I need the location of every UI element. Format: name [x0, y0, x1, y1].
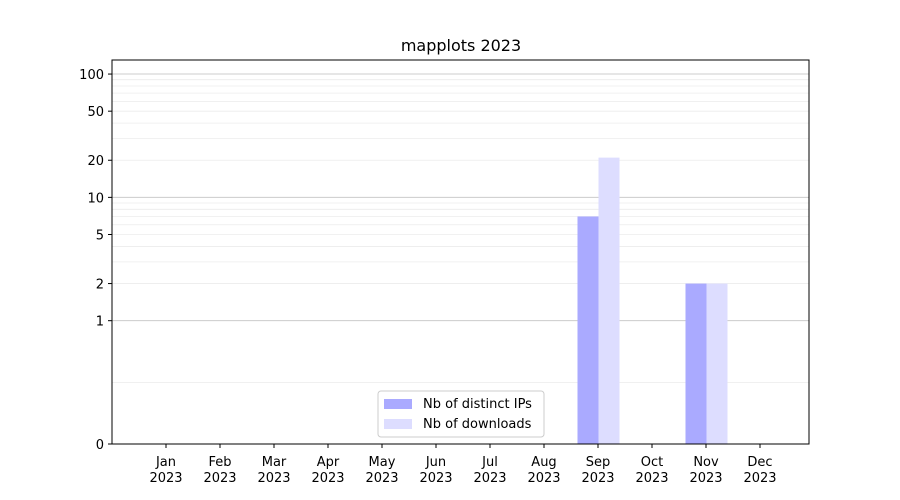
- legend: Nb of distinct IPs Nb of downloads: [377, 390, 545, 438]
- x-tick-label-month: Nov: [693, 455, 719, 470]
- x-tick-label-year: 2023: [743, 471, 776, 486]
- bars: [577, 157, 728, 444]
- x-tick-label-month: Feb: [208, 455, 231, 470]
- y-tick-label: 50: [87, 105, 104, 120]
- x-tick-label-month: May: [369, 455, 396, 470]
- x-tick-label-month: Sep: [586, 455, 611, 470]
- legend-label: Nb of distinct IPs: [423, 397, 532, 412]
- x-tick-label-year: 2023: [635, 471, 668, 486]
- y-tick-label: 2: [96, 278, 104, 293]
- y-tick-label: 1: [96, 315, 104, 330]
- bar-downloads-nov: [706, 283, 728, 444]
- y-tick-label: 20: [87, 154, 104, 169]
- x-tick-label-year: 2023: [419, 471, 452, 486]
- bar-distinct-ips-sep: [577, 216, 599, 444]
- legend-label: Nb of downloads: [423, 417, 532, 432]
- chart-title: mapplots 2023: [401, 36, 521, 55]
- y-tick-label: 100: [79, 68, 104, 83]
- grid-lines: [112, 73, 809, 383]
- x-tick-label-year: 2023: [473, 471, 506, 486]
- x-tick-label-month: Jun: [425, 455, 446, 470]
- x-tick-label-month: Oct: [641, 455, 663, 470]
- x-axis: Jan2023Feb2023Mar2023Apr2023May2023Jun20…: [149, 444, 777, 486]
- x-tick-label-year: 2023: [203, 471, 236, 486]
- legend-swatch: [384, 399, 412, 409]
- legend-swatch: [384, 419, 412, 429]
- x-tick-label-month: Aug: [531, 455, 556, 470]
- x-tick-label-year: 2023: [311, 471, 344, 486]
- x-tick-label-year: 2023: [689, 471, 722, 486]
- x-tick-label-year: 2023: [527, 471, 560, 486]
- y-tick-label: 0: [96, 438, 104, 453]
- x-tick-label-year: 2023: [149, 471, 182, 486]
- y-tick-label: 10: [87, 191, 104, 206]
- x-tick-label-year: 2023: [581, 471, 614, 486]
- x-tick-label-year: 2023: [365, 471, 398, 486]
- x-tick-label-year: 2023: [257, 471, 290, 486]
- plot-frame: [111, 59, 810, 445]
- y-tick-label: 5: [96, 228, 104, 243]
- legend-box: [377, 390, 545, 438]
- y-axis: 0 1 2 5 10 20 50 100: [79, 68, 112, 453]
- bar-downloads-sep: [598, 157, 620, 444]
- x-tick-label-month: Jan: [155, 455, 176, 470]
- x-tick-label-month: Dec: [747, 455, 772, 470]
- x-tick-label-month: Mar: [262, 455, 287, 470]
- bar-distinct-ips-nov: [685, 283, 707, 444]
- x-tick-label-month: Apr: [317, 455, 340, 470]
- x-tick-label-month: Jul: [481, 455, 498, 470]
